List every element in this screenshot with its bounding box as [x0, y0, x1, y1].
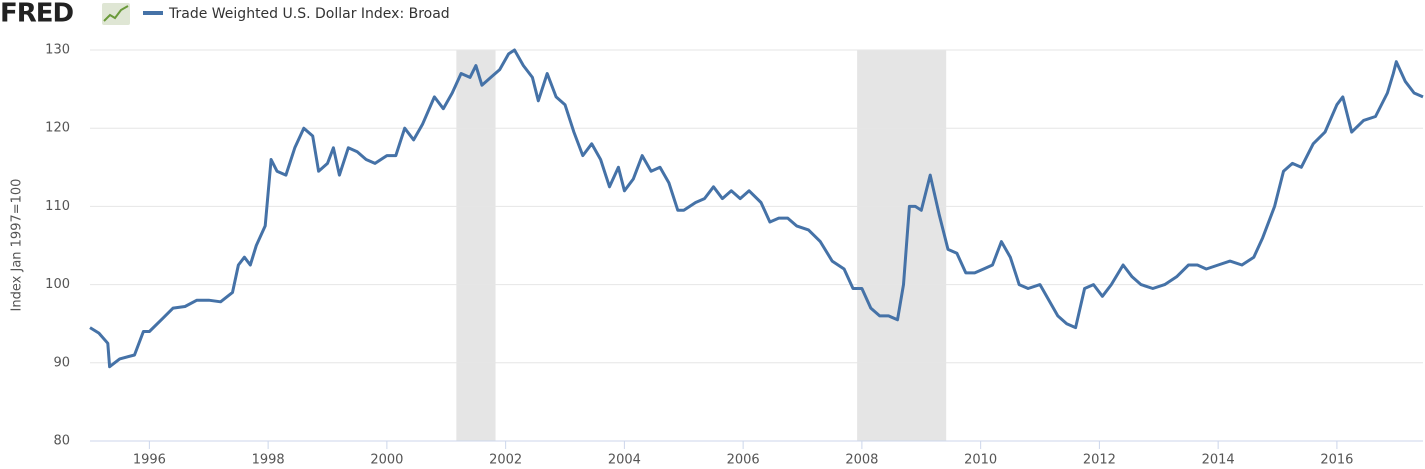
logo: FRED — [0, 0, 74, 29]
x-tick-label: 2002 — [489, 453, 522, 468]
recession-band — [857, 50, 947, 441]
x-tick-label: 2008 — [845, 453, 878, 468]
y-tick-label: 100 — [45, 277, 70, 292]
logo-icon — [102, 3, 130, 25]
x-tick-label: 2016 — [1320, 453, 1353, 468]
recession-band — [456, 50, 496, 441]
series-line — [89, 48, 1424, 369]
y-tick-label: 120 — [45, 121, 70, 136]
y-tick-label: 130 — [45, 43, 70, 58]
legend-label: Trade Weighted U.S. Dollar Index: Broad — [168, 6, 450, 22]
x-tick-label: 1996 — [133, 453, 166, 468]
x-tick-label: 2006 — [727, 453, 760, 468]
x-tick-label: 2000 — [370, 453, 403, 468]
y-tick-label: 80 — [53, 434, 70, 449]
y-axis-label: Index Jan 1997=100 — [10, 179, 25, 312]
x-tick-label: 2010 — [964, 453, 997, 468]
y-tick-label: 110 — [45, 199, 70, 214]
x-tick-label: 2012 — [1083, 453, 1116, 468]
x-tick-label: 2004 — [608, 453, 641, 468]
x-tick-label: 1998 — [252, 453, 285, 468]
y-tick-label: 90 — [53, 355, 70, 370]
x-tick-label: 2014 — [1202, 453, 1235, 468]
